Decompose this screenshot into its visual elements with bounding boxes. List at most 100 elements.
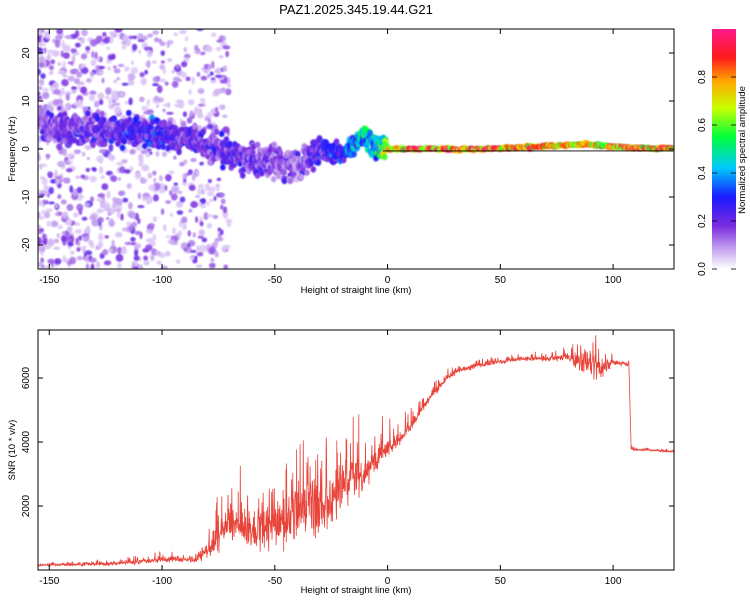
noise-blob xyxy=(152,30,160,35)
noise-blob xyxy=(211,121,216,126)
noise-blob xyxy=(105,95,110,100)
noise-blob xyxy=(162,103,170,107)
noise-blob xyxy=(67,241,74,247)
noise-blob xyxy=(76,71,83,78)
noise-blob xyxy=(146,98,150,107)
noise-blob xyxy=(41,209,46,215)
noise-blob xyxy=(137,217,141,225)
ridge-blob xyxy=(239,172,246,179)
noise-blob xyxy=(38,230,43,235)
noise-blob xyxy=(38,142,41,146)
noise-blob xyxy=(46,153,50,160)
noise-blob xyxy=(207,179,212,183)
noise-blob xyxy=(62,177,71,184)
noise-blob xyxy=(90,263,95,269)
noise-blob xyxy=(141,105,149,111)
noise-blob xyxy=(89,242,95,249)
noise-blob xyxy=(208,262,216,269)
noise-blob xyxy=(80,174,86,179)
noise-blob xyxy=(130,60,134,65)
noise-blob xyxy=(146,33,154,38)
noise-blob xyxy=(56,29,64,35)
noise-blob xyxy=(221,245,228,252)
noise-blob xyxy=(38,200,43,207)
colorbar: 0.0 0.2 0.4 0.6 0.8 Normalized spectral ampl… xyxy=(697,29,748,276)
noise-blob xyxy=(73,212,79,218)
noise-blob xyxy=(42,237,48,246)
noise-blob xyxy=(121,159,128,164)
noise-blob xyxy=(38,261,43,268)
noise-blob xyxy=(182,111,187,118)
noise-blob xyxy=(196,29,204,32)
noise-blob xyxy=(140,114,145,118)
noise-blob xyxy=(108,143,114,152)
ridge-blob xyxy=(254,141,261,149)
noise-blob xyxy=(148,184,156,191)
noise-blob xyxy=(57,62,62,66)
ridge-blob xyxy=(142,120,149,128)
noise-blob xyxy=(175,99,184,104)
noise-blob xyxy=(114,106,122,115)
noise-blob xyxy=(129,80,135,85)
noise-blob xyxy=(226,221,232,228)
noise-blob xyxy=(140,177,148,184)
noise-blob xyxy=(206,191,215,197)
noise-blob xyxy=(190,157,197,163)
noise-blob xyxy=(162,67,166,75)
noise-blob xyxy=(182,172,188,180)
noise-blob xyxy=(152,234,157,241)
noise-blob xyxy=(197,187,201,196)
noise-blob xyxy=(162,224,167,232)
noise-blob xyxy=(52,38,56,44)
noise-blob xyxy=(133,249,139,257)
noise-blob xyxy=(56,143,63,151)
noise-blob xyxy=(121,44,127,50)
noise-blob xyxy=(180,71,187,78)
noise-blob xyxy=(71,55,76,64)
noise-blob xyxy=(77,241,81,246)
noise-blob xyxy=(58,98,63,107)
noise-blob xyxy=(38,56,46,63)
noise-blob xyxy=(134,230,142,236)
noise-blob xyxy=(122,34,129,43)
noise-blob xyxy=(220,229,224,236)
noise-blob xyxy=(166,42,170,48)
noise-blob xyxy=(219,55,224,59)
ridge-blob xyxy=(126,116,133,123)
noise-blob xyxy=(96,198,104,202)
noise-blob xyxy=(201,237,208,243)
noise-blob xyxy=(108,31,117,36)
noise-blob xyxy=(222,114,228,119)
noise-blob xyxy=(118,191,125,196)
noise-blob xyxy=(76,255,83,261)
noise-blob xyxy=(112,197,117,202)
noise-blob xyxy=(222,206,228,214)
ridge-blob xyxy=(191,123,198,130)
noise-blob xyxy=(47,171,53,178)
noise-blob xyxy=(173,155,177,160)
noise-blob xyxy=(53,238,60,244)
noise-blob xyxy=(162,108,166,113)
noise-blob xyxy=(122,197,129,203)
ridge-blob xyxy=(160,143,166,150)
x-tick-label: -100 xyxy=(152,576,172,587)
noise-blob xyxy=(204,64,209,68)
noise-blob xyxy=(174,103,180,108)
noise-blob xyxy=(194,106,199,114)
noise-blob xyxy=(117,63,125,68)
y-tick-label: 6000 xyxy=(21,366,32,389)
noise-blob xyxy=(194,194,201,199)
noise-blob xyxy=(100,202,107,207)
noise-blob xyxy=(148,222,155,229)
ridge-blob xyxy=(381,153,388,161)
noise-blob xyxy=(85,50,90,54)
noise-blob xyxy=(50,59,56,65)
ridge-blob xyxy=(271,141,278,148)
ridge-blob xyxy=(281,169,287,176)
noise-blob xyxy=(208,246,216,255)
noise-blob xyxy=(54,202,59,209)
noise-blob xyxy=(39,78,45,87)
noise-blob xyxy=(219,104,226,110)
ridge-blob xyxy=(126,109,132,117)
